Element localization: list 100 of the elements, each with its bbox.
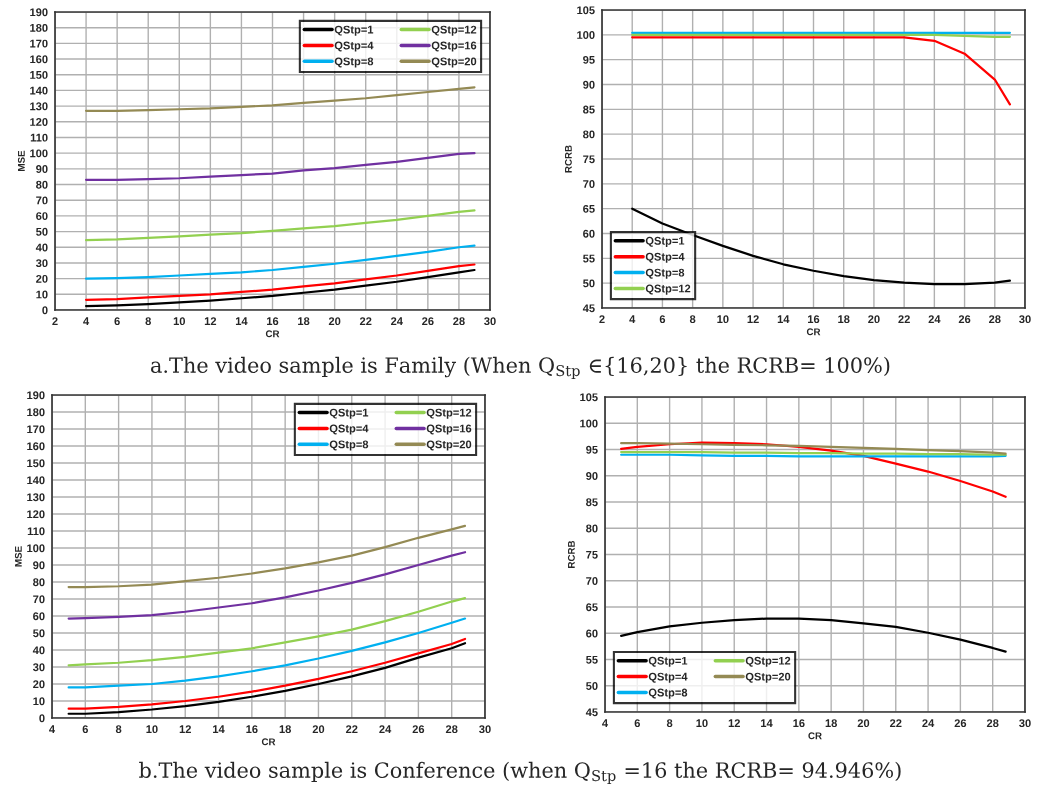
x-tick-label: 18 bbox=[838, 315, 850, 324]
x-tick-label: 2 bbox=[52, 317, 58, 325]
x-tick-label: 24 bbox=[379, 725, 392, 733]
x-tick-label: 18 bbox=[279, 725, 291, 734]
y-tick-label: 150 bbox=[30, 71, 48, 79]
y-tick-label: 100 bbox=[577, 31, 595, 39]
y-tick-label: 180 bbox=[27, 408, 45, 417]
y-tick-label: 80 bbox=[583, 130, 595, 139]
text: a.The video sample is Family (When Q$_{Stp}$ ∈{16,20} the RCRB= 100%) bbox=[151, 356, 890, 379]
y-tick-label: 170 bbox=[30, 39, 48, 48]
y-tick-label: 130 bbox=[30, 102, 48, 111]
legend-label: QStp=4 bbox=[334, 41, 374, 52]
y-axis-title: RCRB bbox=[564, 145, 572, 173]
y-tick-label: 65 bbox=[583, 204, 595, 213]
x-tick-label: 8 bbox=[145, 317, 151, 326]
x-tick-label: 26 bbox=[958, 315, 971, 324]
x-tick-label: 12 bbox=[728, 719, 740, 727]
y-tick-label: 10 bbox=[33, 697, 45, 706]
x-tick-label: 26 bbox=[412, 725, 425, 734]
x-tick-label: 16 bbox=[246, 725, 258, 734]
x-tick-label: 26 bbox=[422, 317, 434, 326]
y-tick-label: 70 bbox=[583, 180, 595, 188]
y-tick-label: 95 bbox=[583, 55, 595, 64]
x-axis-title: CR bbox=[808, 732, 822, 740]
x-tick-label: 28 bbox=[986, 719, 999, 728]
legend-label: QStp=12 bbox=[426, 408, 472, 419]
y-axis-title: MSE bbox=[17, 150, 25, 171]
y-tick-label: 120 bbox=[30, 118, 48, 126]
y-tick-label: 170 bbox=[27, 425, 45, 434]
y-tick-label: 20 bbox=[36, 274, 48, 283]
legend-label: QStp=8 bbox=[645, 268, 685, 279]
y-tick-label: 50 bbox=[33, 629, 45, 638]
y-tick-label: 45 bbox=[582, 304, 595, 313]
y-tick-label: 40 bbox=[32, 646, 45, 655]
x-tick-label: 18 bbox=[825, 719, 837, 728]
y-tick-label: 70 bbox=[33, 595, 45, 604]
x-tick-label: 26 bbox=[954, 719, 967, 728]
x-tick-label: 12 bbox=[747, 315, 759, 323]
line-series bbox=[84, 86, 476, 112]
x-tick-label: 30 bbox=[479, 725, 491, 734]
y-axis-title: RCRB bbox=[567, 540, 575, 568]
legend-label: QStp=1 bbox=[334, 25, 374, 36]
x-tick-label: 22 bbox=[359, 317, 372, 325]
x-tick-label: 22 bbox=[898, 315, 910, 323]
y-tick-label: 120 bbox=[27, 510, 45, 519]
y-tick-label: 50 bbox=[36, 227, 48, 236]
x-tick-label: 16 bbox=[793, 719, 805, 728]
y-tick-label: 105 bbox=[580, 393, 598, 402]
legend-label: QStp=20 bbox=[431, 57, 477, 68]
line-series bbox=[620, 617, 1007, 653]
legend-label: QStp=8 bbox=[329, 440, 369, 451]
line-series bbox=[631, 36, 1011, 106]
x-tick-label: 22 bbox=[889, 719, 902, 727]
y-tick-label: 60 bbox=[33, 612, 45, 621]
legend-label: QStp=8 bbox=[334, 57, 374, 68]
y-tick-label: 90 bbox=[36, 165, 48, 173]
x-tick-label: 4 bbox=[83, 317, 90, 325]
legend-label: QStp=12 bbox=[745, 656, 791, 667]
line-series bbox=[84, 244, 476, 280]
y-tick-label: 65 bbox=[586, 603, 598, 612]
x-tick-label: 30 bbox=[484, 317, 496, 326]
x-tick-label: 2 bbox=[599, 315, 605, 323]
y-tick-label: 180 bbox=[30, 23, 48, 32]
x-tick-label: 24 bbox=[390, 317, 403, 325]
legend-label: QStp=4 bbox=[329, 424, 369, 435]
y-tick-label: 75 bbox=[586, 550, 598, 559]
x-tick-label: 6 bbox=[659, 315, 666, 324]
x-tick-label: 28 bbox=[445, 725, 458, 734]
x-tick-label: 30 bbox=[1019, 315, 1031, 324]
y-tick-label: 50 bbox=[583, 279, 595, 288]
x-tick-label: 30 bbox=[1019, 719, 1031, 728]
y-tick-label: 80 bbox=[33, 578, 45, 587]
x-tick-label: 10 bbox=[173, 317, 186, 326]
x-tick-label: 20 bbox=[868, 315, 880, 324]
line-series bbox=[67, 597, 467, 667]
y-tick-label: 110 bbox=[27, 527, 45, 536]
y-tick-label: 60 bbox=[586, 629, 598, 638]
x-tick-label: 8 bbox=[689, 315, 696, 324]
x-tick-label: 8 bbox=[666, 719, 673, 728]
y-tick-label: 130 bbox=[27, 493, 45, 502]
legend-label: QStp=12 bbox=[431, 25, 477, 36]
x-tick-label: 4 bbox=[602, 719, 609, 727]
x-tick-label: 6 bbox=[82, 725, 88, 734]
x-tick-label: 8 bbox=[115, 725, 122, 734]
line-series bbox=[84, 209, 476, 242]
x-tick-label: 10 bbox=[146, 725, 158, 734]
y-tick-label: 190 bbox=[27, 391, 45, 400]
y-tick-label: 0 bbox=[42, 306, 48, 315]
y-tick-label: 160 bbox=[30, 55, 48, 64]
y-tick-label: 140 bbox=[27, 476, 45, 485]
y-tick-label: 60 bbox=[583, 229, 595, 238]
x-tick-label: 4 bbox=[49, 725, 56, 733]
y-tick-label: 95 bbox=[586, 445, 598, 454]
x-axis-title: CR bbox=[261, 738, 276, 746]
legend-label: QStp=1 bbox=[329, 408, 369, 419]
line-series bbox=[84, 263, 476, 301]
text: b.The video sample is Conference (when Q$_{Stp}$ =16 the RCRB= 94.946%) bbox=[139, 761, 901, 784]
x-axis-title: CR bbox=[806, 328, 821, 336]
x-tick-label: 24 bbox=[928, 315, 941, 323]
y-tick-label: 10 bbox=[36, 290, 48, 299]
